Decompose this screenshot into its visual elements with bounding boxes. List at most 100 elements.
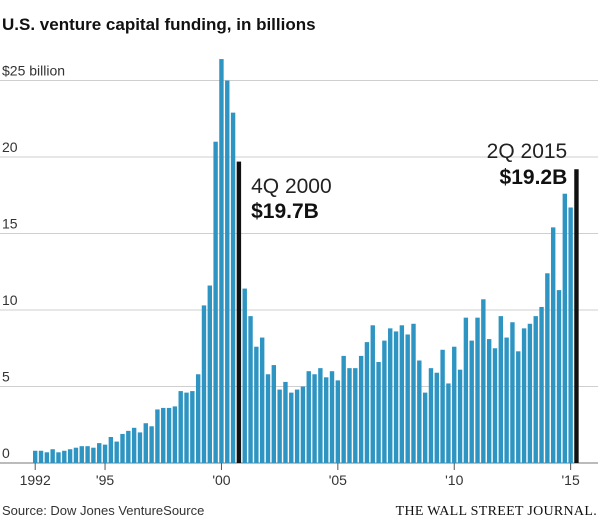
bar [521,328,527,463]
y-tick-label: 15 [2,216,18,232]
y-tick-label: 20 [2,139,18,155]
bar [131,427,137,463]
bar [248,316,253,463]
bar [382,340,387,463]
bar [300,386,306,463]
bar [126,430,131,463]
y-tick-label: $25 billion [2,63,65,79]
bar [143,423,148,463]
bar [533,316,538,463]
bar [91,447,96,463]
bar [259,337,265,463]
bar [172,406,178,463]
bar [393,331,399,463]
publication-credit: THE WALL STREET JOURNAL. [396,504,597,519]
highlight-bar [236,161,242,463]
highlight-bar [574,169,579,464]
bar [405,334,410,463]
bar [219,59,224,464]
bar [195,374,201,463]
bar [289,392,294,463]
bar [67,449,73,463]
bar [166,407,172,463]
bar [283,381,288,463]
bar [411,323,416,463]
x-tick-label: '10 [445,472,463,488]
bar [79,446,84,463]
source-note: Source: Dow Jones VentureSource [2,503,204,518]
bar [388,328,393,463]
highlight-markers: 4Q 2000$19.7B 2Q 2015 $19.2B [236,140,579,464]
bar [161,407,166,463]
bar [481,299,486,463]
bar [562,193,568,463]
bar [184,392,189,463]
bar [178,391,183,463]
bar [318,368,323,463]
x-tick-label: '05 [329,472,347,488]
bar [137,432,143,463]
bar [446,383,451,463]
bar [486,339,492,463]
bar [97,443,102,463]
bar [434,372,439,463]
bar [364,342,370,463]
bar [225,80,230,463]
bar [463,317,469,463]
chart-title: U.S. venture capital funding, in billion… [2,15,316,34]
bar [376,362,381,463]
bar [498,316,503,463]
bar [73,447,79,463]
x-tick-label: '00 [212,472,230,488]
bar [149,426,154,463]
bar [358,355,364,463]
bar [428,368,434,463]
bar [33,450,38,463]
bar [539,306,544,463]
x-tick-label: '95 [96,472,114,488]
bar [422,392,428,463]
bar [108,436,114,463]
y-tick-label: 5 [2,369,10,385]
annotation-value: $19.7B [251,200,319,223]
bar [44,452,50,463]
bar [155,409,160,463]
bar [452,346,457,463]
bar [475,317,480,463]
bar [207,285,212,463]
y-axis-labels: 0 5 10 15 20 $25 billion [2,63,65,462]
bar [213,141,218,463]
bar [201,305,207,463]
bar [341,355,346,463]
bar [457,369,463,463]
bar [265,374,271,463]
bar [440,349,445,463]
bar [324,377,329,463]
x-tick-label: 1992 [20,472,51,488]
bar [312,374,317,463]
bar [85,446,90,463]
bar [417,360,422,463]
bar [230,112,236,463]
bar [504,337,509,463]
bar [271,365,277,463]
bar [102,444,108,463]
bar [370,325,375,463]
bar [242,288,247,463]
bar [38,450,44,463]
bar [550,227,556,463]
x-axis-labels: 1992 '95 '00 '05 '10 '15 [20,463,580,488]
bar [329,371,335,463]
y-tick-label: 0 [2,445,10,461]
bar [306,371,311,463]
bar [492,348,498,463]
bar [56,452,61,463]
bar [510,322,515,463]
bar [469,340,474,463]
annotation-period: 4Q 2000 [251,175,332,198]
bar [527,323,533,463]
bar [545,273,550,463]
bar [353,368,358,463]
bar [62,450,67,463]
